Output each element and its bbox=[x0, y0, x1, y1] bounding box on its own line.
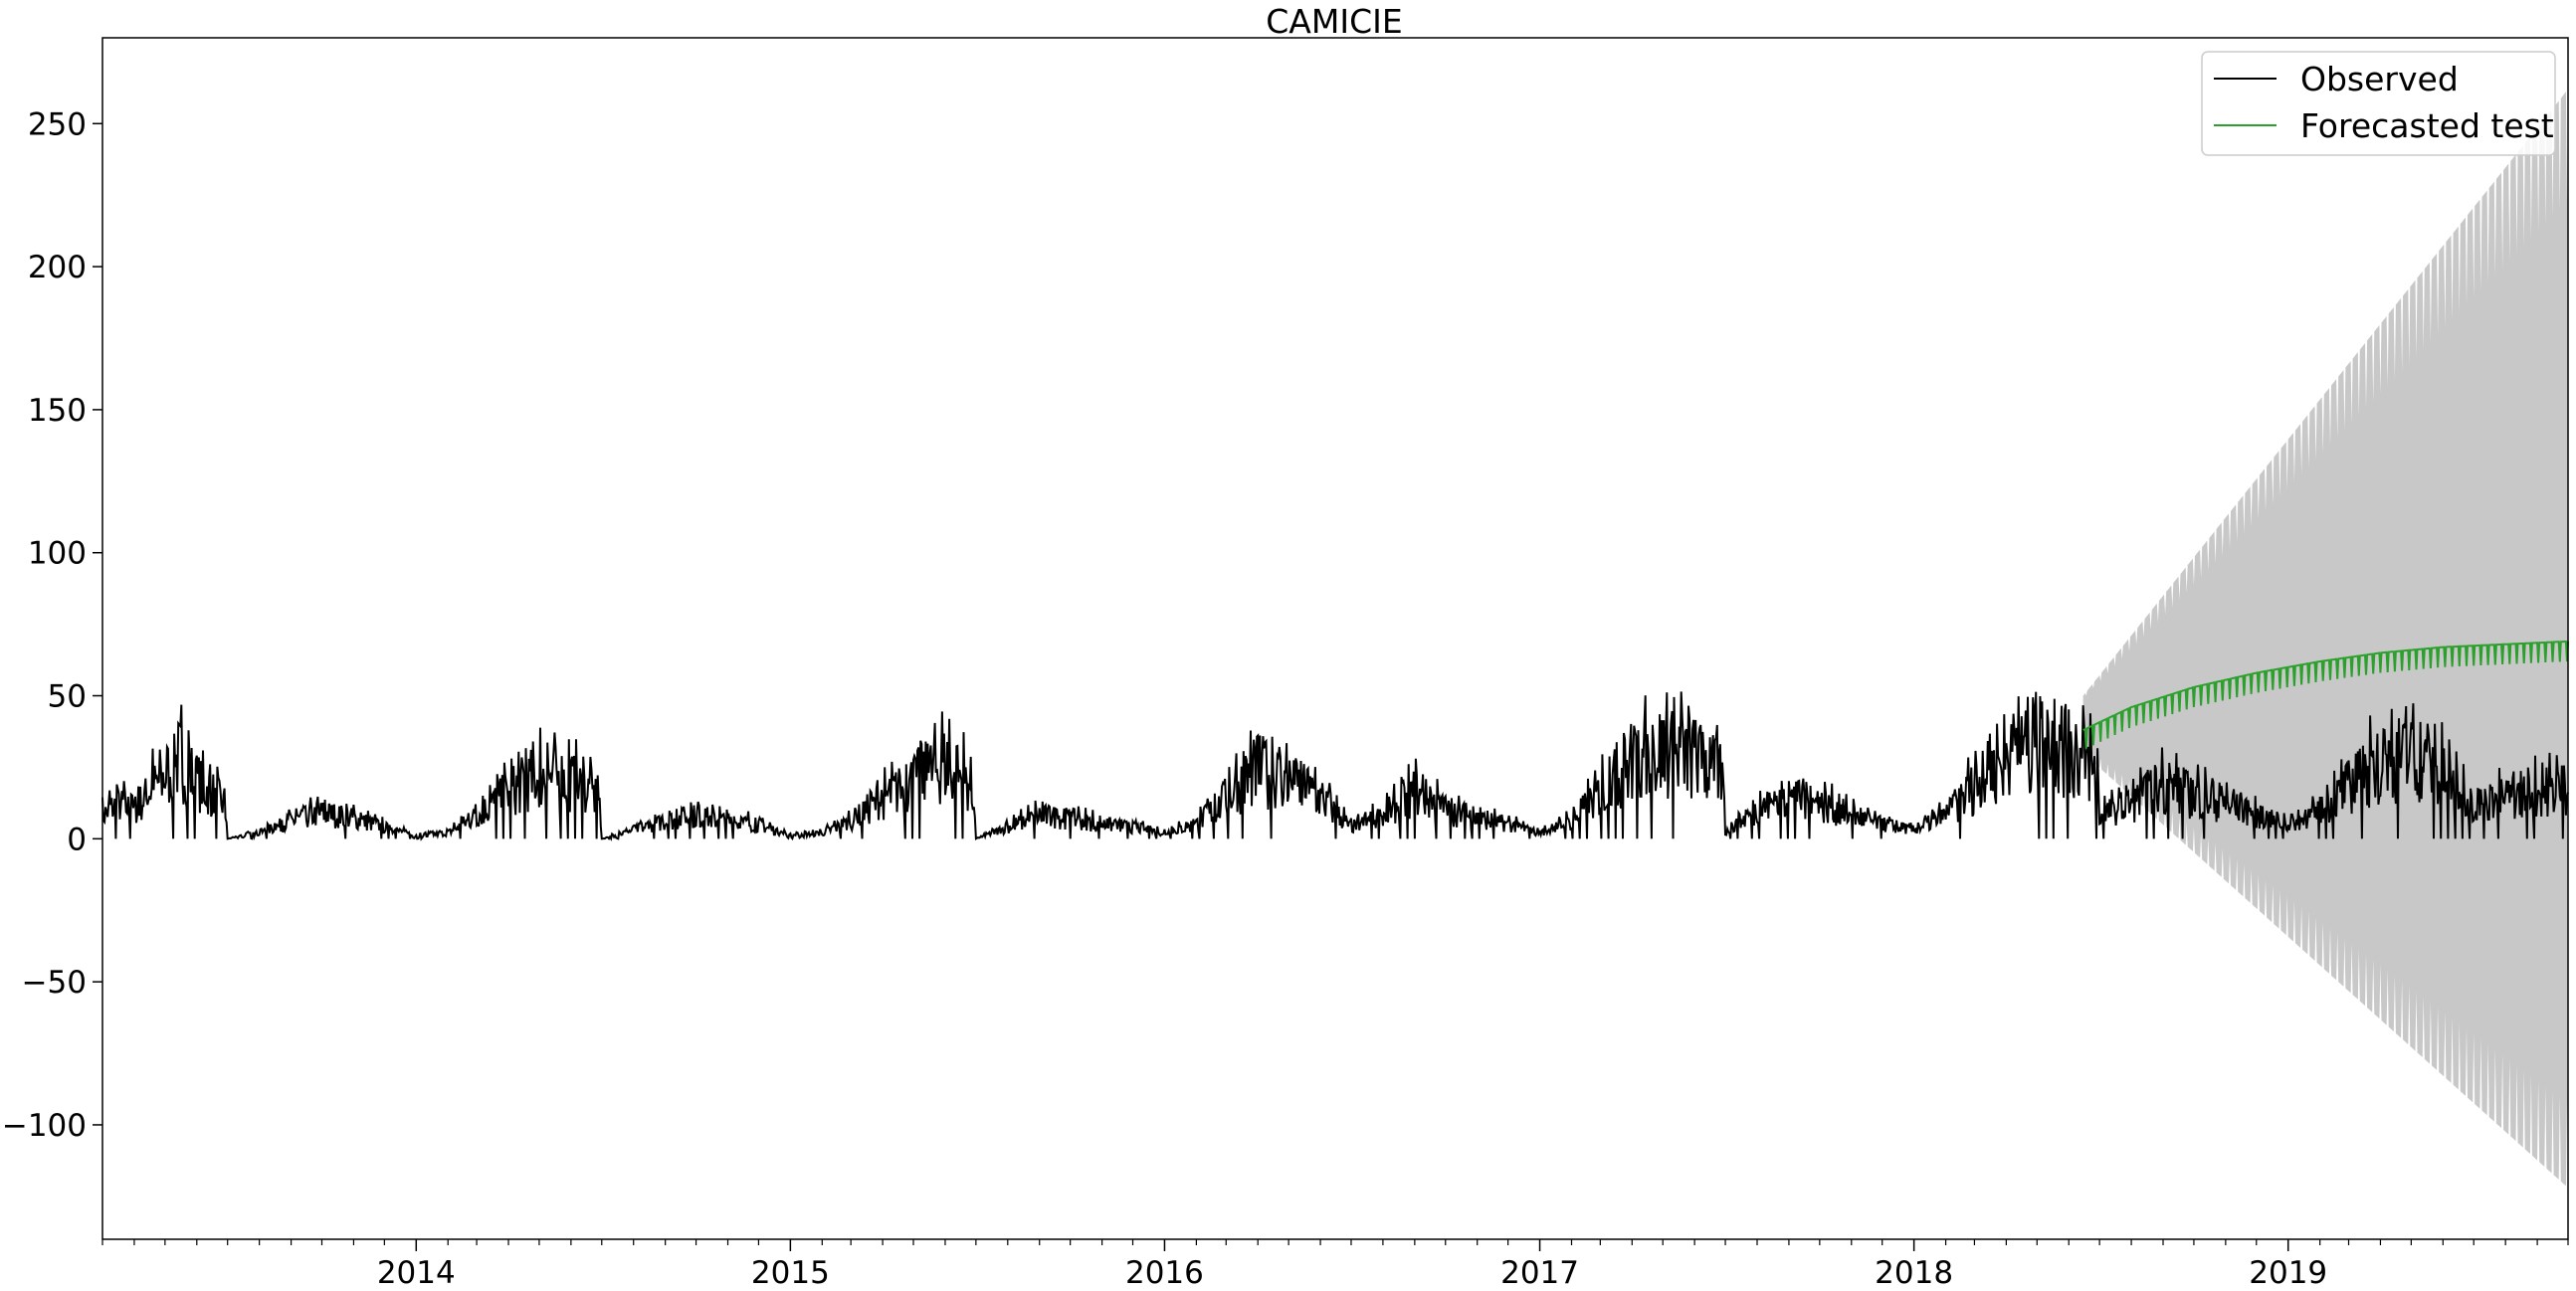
y-tick-label: 200 bbox=[28, 250, 87, 285]
legend-label-forecast: Forecasted test bbox=[2300, 106, 2554, 145]
y-tick-label: 50 bbox=[48, 679, 87, 715]
confidence-band-layer bbox=[2082, 89, 2568, 1189]
x-tick-label: 2017 bbox=[1500, 1255, 1579, 1286]
x-tick-label: 2018 bbox=[1875, 1255, 1953, 1286]
y-tick-label: 100 bbox=[28, 536, 87, 572]
legend: Observed Forecasted test bbox=[2201, 51, 2556, 156]
x-axis: 2014 2015 2016 2017 2018 2019 bbox=[101, 1239, 2569, 1291]
y-tick-label: 150 bbox=[28, 393, 87, 429]
y-tick-label: 250 bbox=[28, 106, 87, 142]
observed-series-layer bbox=[101, 691, 2569, 841]
x-tick-label: 2014 bbox=[377, 1255, 456, 1286]
forecast-line bbox=[2082, 641, 2569, 749]
y-tick-label: −50 bbox=[22, 965, 87, 1001]
chart-title: CAMICIE bbox=[1266, 2, 1402, 41]
forecast-series-layer bbox=[2082, 641, 2569, 749]
y-tick-label: −100 bbox=[2, 1108, 87, 1144]
plot-frame bbox=[101, 37, 2569, 1240]
legend-label-observed: Observed bbox=[2300, 60, 2459, 98]
observed-line bbox=[101, 691, 2569, 841]
y-axis: 250 200 150 100 50 0 −50 −100 bbox=[2, 106, 102, 1144]
legend-box bbox=[2201, 51, 2556, 156]
x-tick-label: 2015 bbox=[751, 1255, 830, 1286]
x-tick-label: 2019 bbox=[2249, 1255, 2327, 1286]
confidence-band bbox=[2082, 89, 2568, 1189]
x-tick-label: 2016 bbox=[1125, 1255, 1204, 1286]
y-tick-label: 0 bbox=[67, 822, 87, 857]
